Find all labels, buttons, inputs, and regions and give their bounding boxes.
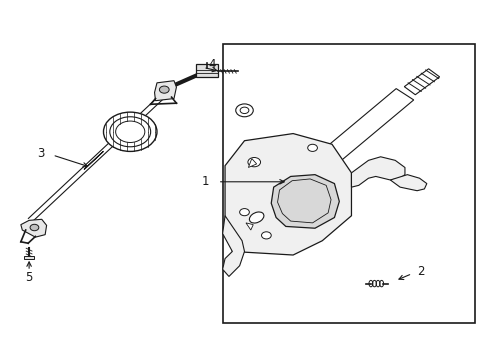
- Polygon shape: [245, 223, 253, 230]
- Polygon shape: [271, 175, 339, 228]
- Polygon shape: [404, 69, 439, 95]
- Text: 1: 1: [202, 175, 209, 188]
- Polygon shape: [248, 158, 256, 167]
- Bar: [222, 44, 474, 323]
- Ellipse shape: [249, 212, 264, 223]
- Polygon shape: [154, 81, 176, 101]
- Polygon shape: [255, 89, 413, 218]
- Bar: [196, 64, 217, 77]
- Circle shape: [30, 224, 39, 231]
- Text: 5: 5: [25, 271, 33, 284]
- Circle shape: [159, 86, 169, 93]
- Text: 3: 3: [37, 148, 44, 161]
- Circle shape: [247, 157, 260, 167]
- Circle shape: [239, 208, 249, 216]
- Circle shape: [103, 112, 157, 152]
- Polygon shape: [351, 157, 404, 187]
- Polygon shape: [222, 216, 244, 276]
- Circle shape: [261, 232, 271, 239]
- Polygon shape: [389, 175, 426, 191]
- Text: 2: 2: [416, 265, 424, 278]
- Text: 4: 4: [207, 58, 215, 72]
- Bar: [24, 256, 34, 259]
- Polygon shape: [224, 134, 351, 255]
- Polygon shape: [21, 219, 46, 237]
- Polygon shape: [84, 151, 103, 169]
- Circle shape: [307, 144, 317, 152]
